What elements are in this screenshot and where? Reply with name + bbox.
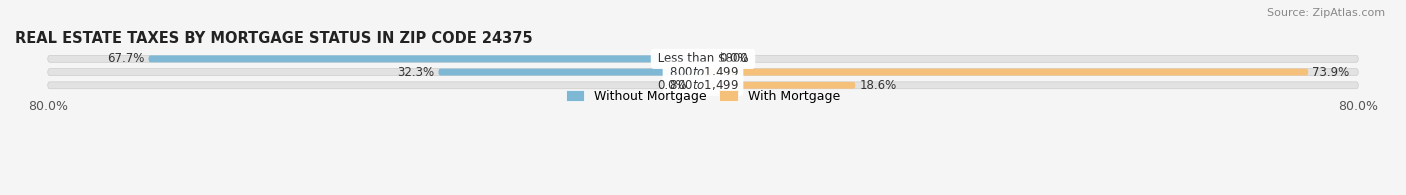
Text: $800 to $1,499: $800 to $1,499 bbox=[666, 65, 740, 79]
Text: 0.0%: 0.0% bbox=[720, 52, 749, 65]
FancyBboxPatch shape bbox=[48, 55, 1358, 62]
FancyBboxPatch shape bbox=[703, 82, 855, 89]
FancyBboxPatch shape bbox=[48, 69, 1358, 75]
Text: $800 to $1,499: $800 to $1,499 bbox=[666, 78, 740, 92]
FancyBboxPatch shape bbox=[149, 55, 703, 62]
Legend: Without Mortgage, With Mortgage: Without Mortgage, With Mortgage bbox=[561, 85, 845, 108]
Text: 73.9%: 73.9% bbox=[1312, 66, 1350, 79]
FancyBboxPatch shape bbox=[439, 69, 703, 75]
Text: 67.7%: 67.7% bbox=[107, 52, 145, 65]
Text: 0.0%: 0.0% bbox=[657, 79, 686, 92]
Text: 18.6%: 18.6% bbox=[859, 79, 897, 92]
Text: Less than $800: Less than $800 bbox=[654, 52, 752, 65]
Text: REAL ESTATE TAXES BY MORTGAGE STATUS IN ZIP CODE 24375: REAL ESTATE TAXES BY MORTGAGE STATUS IN … bbox=[15, 31, 533, 46]
Text: Source: ZipAtlas.com: Source: ZipAtlas.com bbox=[1267, 8, 1385, 18]
FancyBboxPatch shape bbox=[48, 82, 1358, 89]
Text: 32.3%: 32.3% bbox=[398, 66, 434, 79]
FancyBboxPatch shape bbox=[703, 69, 1308, 75]
